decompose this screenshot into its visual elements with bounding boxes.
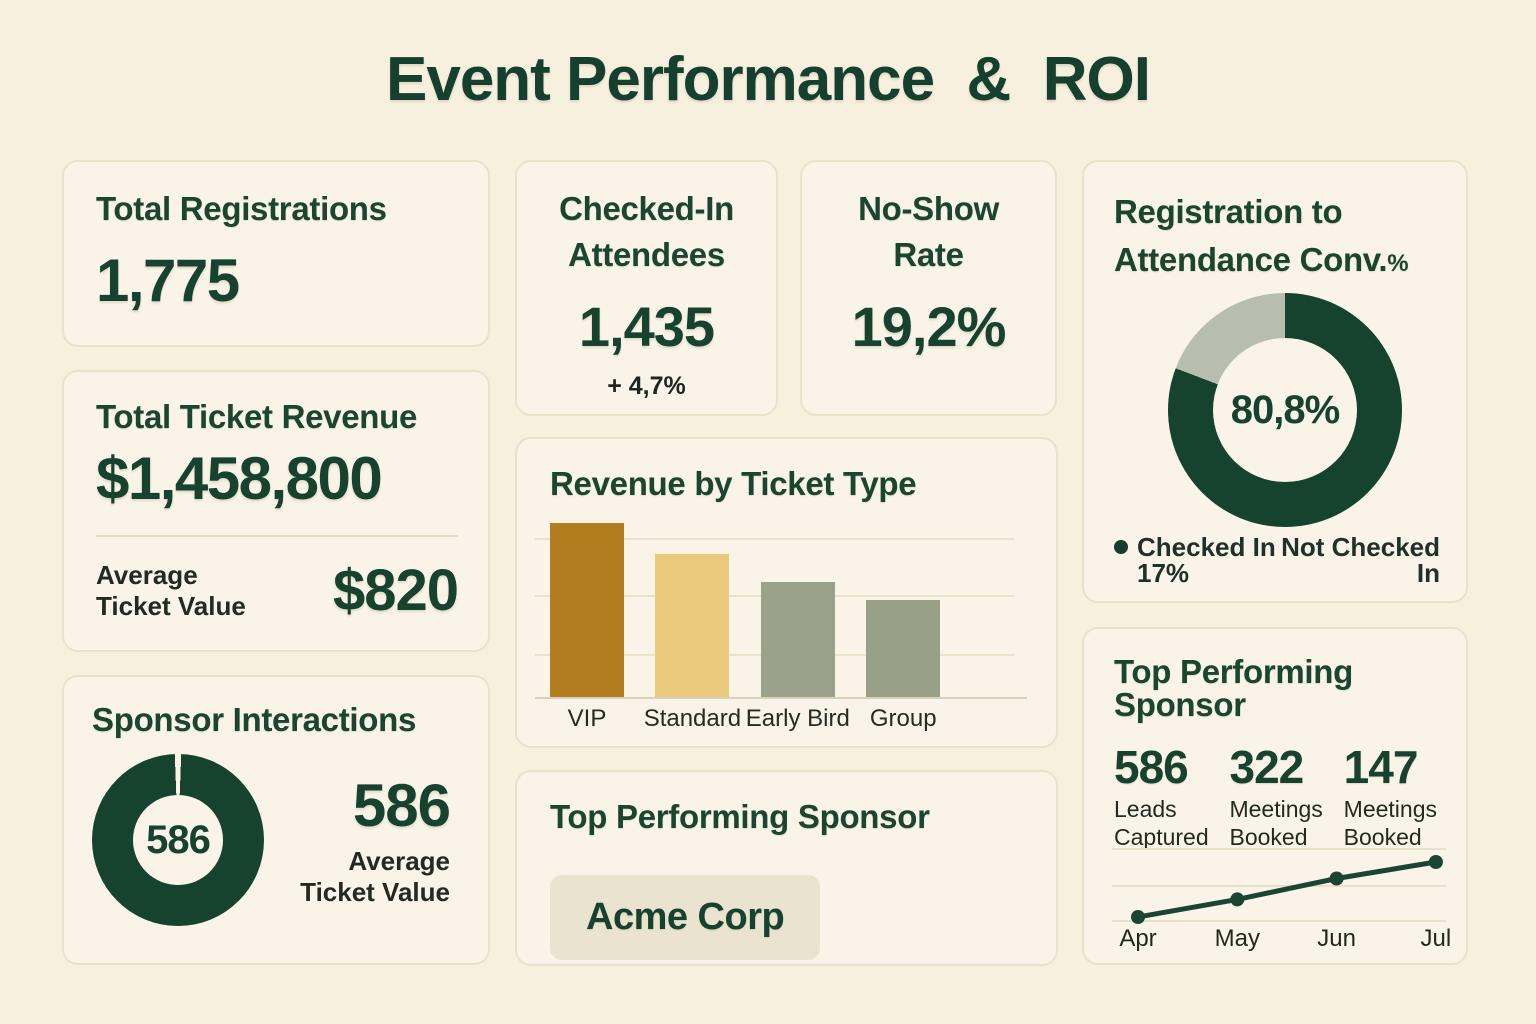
bar-label-group: Group xyxy=(869,705,937,732)
stat-meetings-booked-1: 322 Meetings Booked xyxy=(1229,743,1322,851)
conversion-title-percent: % xyxy=(1387,250,1409,277)
page-title: Event Performance & ROI xyxy=(385,45,1151,114)
sponsor-interactions-side-label: Average Ticket Value xyxy=(300,846,450,908)
stat-label-line2: Booked xyxy=(1343,824,1422,850)
trend-point-apr xyxy=(1131,910,1145,924)
bar-early-bird xyxy=(760,582,835,697)
legend-dot-icon xyxy=(1114,540,1128,554)
card-top-performing-sponsor: Top Performing Sponsor Acme Corp xyxy=(515,770,1058,966)
total-registrations-value: 1,775 xyxy=(96,247,240,314)
side-label-line2: Ticket Value xyxy=(300,877,450,907)
trend-point-may xyxy=(1230,892,1245,907)
ticket-type-plot: VIP Standard Early Bird Group xyxy=(517,439,1056,746)
average-label-line1: Average xyxy=(96,559,198,590)
sponsor-trend-line-chart xyxy=(1112,848,1446,924)
card-total-ticket-revenue: Total Ticket Revenue $1,458,800 Average … xyxy=(62,370,490,652)
legend-item-checked-in: Checked In 17% xyxy=(1114,534,1276,586)
no-show-title-line1: No-Show xyxy=(858,190,999,227)
sponsor-interactions-donut-value: 586 xyxy=(146,817,211,862)
sponsor-name-badge: Acme Corp xyxy=(550,875,821,960)
sponsor-interactions-side-value: 586 xyxy=(352,772,451,839)
conversion-legend: Checked In 17% Not Checked In xyxy=(1114,534,1440,586)
conversion-donut: 80,8% xyxy=(1168,293,1402,527)
checked-in-value: 1,435 xyxy=(578,295,715,358)
bar-group xyxy=(866,600,941,697)
x-axis-baseline xyxy=(535,697,1027,699)
sponsor-name: Acme Corp xyxy=(586,896,785,938)
sponsor-interactions-title: Sponsor Interactions xyxy=(92,701,417,738)
card-sponsor-interactions: Sponsor Interactions 586 586 Average Tic… xyxy=(62,675,490,965)
stat-meetings-booked-2: 147 Meetings Booked xyxy=(1344,743,1437,851)
legend-checked-in-label: Checked In xyxy=(1137,532,1276,562)
checked-in-title: Checked-In Attendees xyxy=(559,186,734,278)
checked-in-title-line1: Checked-In xyxy=(559,190,734,227)
sponsor-interactions-donut: 586 xyxy=(92,754,264,926)
side-label-line1: Average xyxy=(348,846,450,876)
conversion-title: Registration to Attendance Conv.% xyxy=(1114,188,1440,288)
month-label-may: May xyxy=(1214,925,1260,952)
checked-in-delta: + 4,7% xyxy=(607,372,686,400)
month-label-apr: Apr xyxy=(1119,925,1157,952)
total-ticket-revenue-title: Total Ticket Revenue xyxy=(96,398,418,435)
no-show-value: 19,2% xyxy=(851,295,1007,358)
bar-vip xyxy=(550,523,624,697)
month-label-jul: Jul xyxy=(1420,925,1452,952)
legend-not-checked-line1: Not Checked xyxy=(1281,532,1440,562)
stat-value: 586 xyxy=(1114,741,1189,793)
stat-label-line1: Leads xyxy=(1114,796,1177,822)
total-ticket-revenue-value: $1,458,800 xyxy=(96,445,383,512)
card-no-show-rate: No-Show Rate 19,2% xyxy=(800,160,1057,416)
revenue-by-ticket-type-title: Revenue by Ticket Type xyxy=(550,465,917,502)
legend-not-checked-line2: In xyxy=(1416,558,1440,588)
total-registrations-title: Total Registrations xyxy=(96,190,387,227)
no-show-title-line2: Rate xyxy=(893,236,964,273)
average-ticket-value: $820 xyxy=(332,558,459,623)
month-label-jun: Jun xyxy=(1317,925,1356,952)
bar-label-early-bird: Early Bird xyxy=(745,705,850,732)
stat-label-line2: Captured xyxy=(1114,824,1209,850)
divider xyxy=(96,535,458,537)
donut-hole xyxy=(133,795,223,885)
no-show-title: No-Show Rate xyxy=(858,186,999,278)
stat-value: 147 xyxy=(1343,741,1419,793)
card-revenue-by-ticket-type: Revenue by Ticket Type VIP Standard Early … xyxy=(515,437,1058,748)
conversion-title-text: Registration to Attendance Conv. xyxy=(1114,193,1388,278)
trend-line xyxy=(1135,859,1439,920)
trend-point-jun xyxy=(1329,871,1344,886)
average-ticket-value-label: Average Ticket Value xyxy=(96,560,246,622)
card-sponsor-stats: Top Performing Sponsor 586 Leads Capture… xyxy=(1082,627,1468,965)
average-label-line2: Ticket Value xyxy=(96,590,246,621)
trend-month-labels: Apr May Jun Jul xyxy=(1112,925,1451,955)
stat-label-line2: Booked xyxy=(1229,824,1308,850)
bar-standard xyxy=(655,554,730,697)
gridline xyxy=(535,538,1014,540)
sponsor-stats-title: Top Performing Sponsor xyxy=(1114,653,1354,723)
checked-in-title-line2: Attendees xyxy=(568,236,725,273)
card-checked-in-attendees: Checked-In Attendees 1,435 + 4,7% xyxy=(515,160,778,416)
stat-leads-captured: 586 Leads Captured xyxy=(1114,743,1209,851)
legend-item-not-checked-in: Not Checked In xyxy=(1281,534,1440,586)
stat-label-line1: Meetings xyxy=(1343,796,1437,822)
card-registration-conversion: Registration to Attendance Conv.% 80,8% … xyxy=(1082,160,1468,603)
stat-label-line1: Meetings xyxy=(1229,796,1323,822)
donut-hole xyxy=(1213,338,1357,482)
card-total-registrations: Total Registrations 1,775 xyxy=(62,160,490,347)
stat-value: 322 xyxy=(1229,741,1304,793)
trend-point-jul xyxy=(1428,855,1443,869)
bar-label-vip: VIP xyxy=(567,705,607,732)
conversion-center-value: 80,8% xyxy=(1230,387,1340,432)
top-sponsor-title: Top Performing Sponsor xyxy=(550,798,930,835)
bar-label-standard: Standard xyxy=(643,705,742,732)
legend-checked-in-value: 17% xyxy=(1137,558,1190,588)
